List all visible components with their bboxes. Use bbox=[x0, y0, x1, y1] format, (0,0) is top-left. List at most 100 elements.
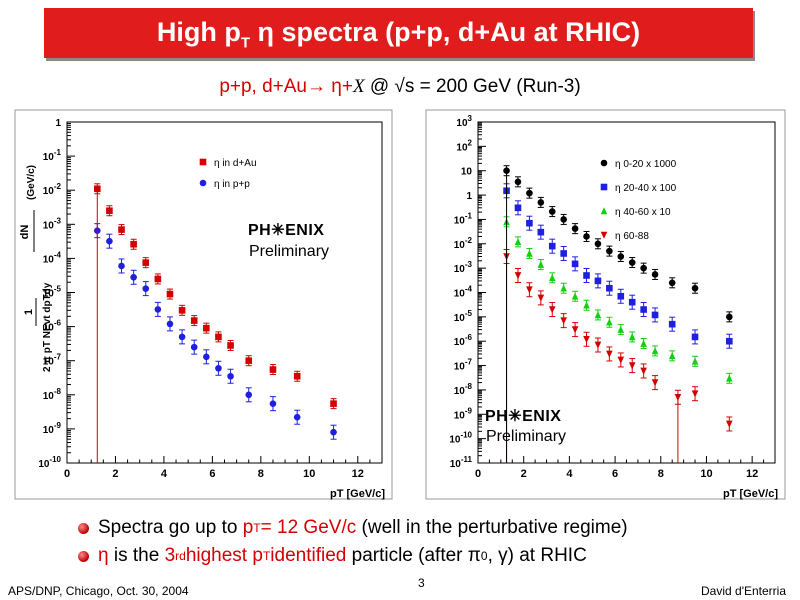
x-tick-label: 2 bbox=[112, 468, 118, 480]
legend-marker bbox=[600, 183, 608, 191]
data-point bbox=[203, 353, 210, 361]
data-point bbox=[293, 372, 301, 380]
data-point bbox=[190, 317, 198, 324]
y-axis-label: 1 dN 2 π pT NEvt dpTdy (GeV/c) bbox=[19, 165, 53, 372]
bullet-text: particle (after π bbox=[351, 545, 481, 566]
data-point bbox=[215, 364, 222, 372]
title-subscript: T bbox=[240, 34, 251, 52]
x-tick-label: 12 bbox=[746, 468, 758, 480]
y-tick-label: 10-9 bbox=[454, 406, 473, 421]
x-tick-label: 8 bbox=[258, 468, 264, 480]
bullet-icon bbox=[78, 522, 89, 534]
data-point bbox=[245, 391, 253, 399]
legend-marker bbox=[600, 231, 608, 239]
data-point bbox=[526, 286, 533, 294]
data-point bbox=[514, 238, 522, 246]
data-point bbox=[606, 318, 613, 326]
bullet-text: Spectra go up to bbox=[98, 517, 238, 538]
y-tick-label: 10-8 bbox=[454, 382, 473, 397]
data-point bbox=[571, 225, 579, 232]
bullet-icon bbox=[78, 550, 89, 562]
data-point bbox=[106, 237, 113, 245]
legend-label: η 0-20 x 1000 bbox=[615, 159, 677, 170]
data-point bbox=[130, 240, 137, 248]
data-point bbox=[571, 326, 579, 334]
data-point bbox=[178, 307, 186, 314]
data-point bbox=[330, 400, 337, 407]
y-tick-label: 103 bbox=[456, 114, 472, 129]
data-point bbox=[154, 275, 162, 283]
x-tick-label: 12 bbox=[352, 468, 364, 480]
data-point bbox=[537, 260, 545, 268]
data-point bbox=[548, 208, 556, 215]
data-point bbox=[571, 260, 579, 268]
subtitle-reaction: p+p, d+Au→ η+ bbox=[219, 76, 353, 97]
bullet-text: (well in the perturbative regime) bbox=[361, 517, 628, 538]
y-tick-label: 10-2 bbox=[454, 236, 473, 251]
bullet-highlight: p bbox=[242, 517, 254, 538]
y-label-one: 1 bbox=[23, 309, 35, 315]
data-point bbox=[726, 374, 733, 382]
y-tick-label: 10-8 bbox=[43, 387, 62, 402]
y-tick-label: 10-1 bbox=[43, 148, 62, 163]
slide-title: High pT η spectra (p+p, d+Au at RHIC) bbox=[44, 8, 753, 58]
data-point bbox=[726, 420, 733, 428]
bullet-highlight-sub: T bbox=[253, 521, 261, 535]
data-point bbox=[548, 306, 556, 314]
data-point bbox=[560, 216, 567, 223]
data-point bbox=[726, 337, 733, 345]
data-point bbox=[154, 306, 162, 313]
x-tick-label: 8 bbox=[658, 468, 664, 480]
legend-label: η 20-40 x 100 bbox=[615, 183, 677, 194]
x-tick-label: 0 bbox=[475, 468, 481, 480]
data-point bbox=[617, 356, 625, 364]
data-point bbox=[628, 362, 636, 370]
x-axis-label: pT [GeV/c] bbox=[723, 488, 778, 500]
legend-marker bbox=[600, 207, 608, 215]
data-point bbox=[190, 343, 198, 351]
y-label-units: (GeV/c) bbox=[26, 165, 37, 200]
legend-marker bbox=[199, 179, 207, 187]
data-point bbox=[142, 259, 150, 266]
data-point bbox=[583, 233, 590, 240]
data-point bbox=[537, 228, 545, 236]
bullet-highlight: 3 bbox=[164, 545, 176, 566]
data-point bbox=[203, 324, 210, 332]
data-point bbox=[269, 366, 277, 373]
data-point bbox=[617, 325, 625, 333]
y-tick-label: 10-11 bbox=[450, 455, 473, 470]
phenix-logo-left: PH✳ENIX bbox=[248, 222, 325, 239]
slide-subtitle: p+p, d+Au→ η+X @ √s = 200 GeV (Run-3) bbox=[0, 76, 800, 98]
preliminary-label-right: Preliminary bbox=[486, 428, 567, 445]
data-point bbox=[651, 379, 659, 387]
data-point bbox=[293, 413, 301, 421]
bullet-highlight-sub: T bbox=[262, 549, 271, 563]
data-point bbox=[227, 372, 234, 380]
bullet-sup: 0 bbox=[480, 549, 488, 563]
y-tick-label: 10-4 bbox=[43, 250, 62, 265]
preliminary-label-left: Preliminary bbox=[249, 243, 330, 260]
legend-label: η in d+Au bbox=[214, 158, 257, 169]
y-tick-label: 10-6 bbox=[43, 319, 62, 334]
data-point bbox=[628, 298, 636, 306]
y-tick-label: 10-7 bbox=[43, 353, 62, 368]
y-tick-label: 1 bbox=[55, 118, 61, 129]
data-point bbox=[227, 342, 234, 349]
data-point bbox=[651, 347, 659, 355]
x-tick-label: 10 bbox=[303, 468, 315, 480]
data-point bbox=[691, 284, 699, 292]
data-point bbox=[726, 313, 733, 321]
data-point bbox=[668, 320, 676, 328]
y-tick-label: 102 bbox=[456, 138, 472, 153]
data-point bbox=[269, 400, 277, 407]
y-label-numerator: dN bbox=[19, 225, 31, 240]
bullet-highlight: highest p bbox=[185, 545, 263, 566]
bullet-highlight: η bbox=[98, 545, 109, 566]
data-point bbox=[691, 333, 699, 341]
data-point bbox=[537, 294, 545, 302]
data-point bbox=[594, 311, 602, 319]
data-point bbox=[245, 357, 253, 364]
title-rest: η spectra (p+p, d+Au at RHIC) bbox=[250, 17, 641, 47]
y-tick-label: 10-10 bbox=[449, 431, 472, 446]
bullet-highlight: = 12 GeV/c bbox=[260, 517, 357, 538]
